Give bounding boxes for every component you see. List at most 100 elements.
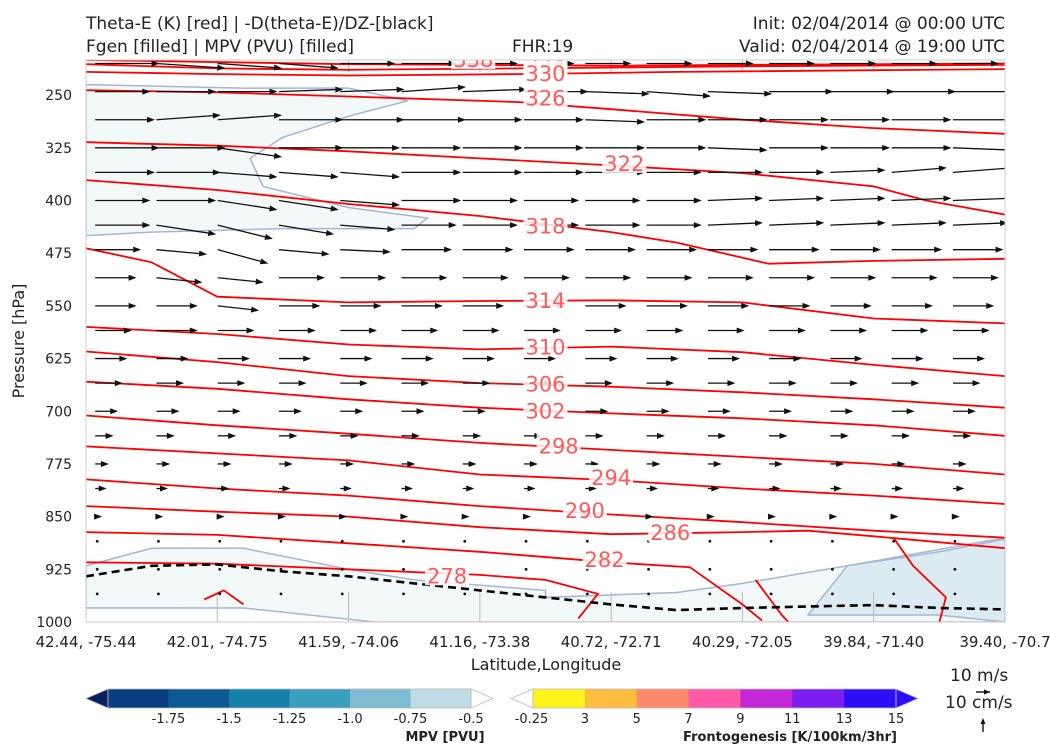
wind-vector-dot: [708, 592, 712, 596]
wind-vector: [769, 195, 825, 202]
wind-vector-head: [529, 460, 538, 467]
wind-vector: [524, 460, 538, 467]
wind-vector-head: [911, 380, 920, 387]
wind-vector-shaft: [707, 222, 760, 226]
wind-vector: [95, 222, 151, 229]
wind-vector: [94, 513, 103, 520]
wind-vector-head: [171, 408, 180, 415]
wind-vector-shaft: [830, 197, 882, 202]
theta-e-contour-segment-16: [892, 537, 947, 622]
wind-vector: [769, 485, 781, 492]
wind-vector-head: [977, 355, 986, 362]
wind-vector-dot: [402, 539, 405, 543]
wind-vector-head: [575, 144, 584, 151]
wind-vector-head: [854, 355, 863, 362]
fgen-colorbar-segment: [688, 689, 741, 708]
wind-vector: [217, 171, 278, 180]
wind-vector: [156, 224, 217, 237]
wind-vector: [340, 485, 352, 492]
wind-vector-head: [355, 408, 364, 415]
wind-vector: [646, 246, 698, 253]
wind-vector-head: [820, 116, 829, 123]
fgen-colorbar-tick-label: 15: [888, 712, 905, 727]
mpv-fill-region-2: [806, 538, 1005, 622]
wind-vector: [953, 592, 957, 596]
wind-vector-head: [1004, 165, 1005, 172]
wind-vector-dot: [463, 592, 467, 596]
wind-vector: [585, 485, 597, 492]
wind-vector: [278, 408, 302, 415]
mpv-colorbar-tick-label: -0.5: [458, 712, 483, 727]
wind-vector: [524, 567, 528, 571]
wind-vector-head: [142, 197, 151, 204]
wind-vector-head: [273, 152, 283, 159]
wind-vector-head: [641, 90, 650, 97]
wind-vector-shaft: [340, 199, 397, 206]
wind-vector: [156, 380, 185, 387]
mpv-colorbar-tick-label: -1.0: [337, 712, 362, 727]
wind-vector: [952, 60, 999, 67]
wind-vector-head: [416, 408, 425, 415]
wind-vector-shaft: [156, 249, 204, 255]
wind-vector-head: [151, 60, 160, 67]
wind-vector-dot: [279, 567, 283, 571]
wind-vector: [585, 246, 636, 253]
wind-vector: [707, 220, 764, 227]
wind-vector-head: [951, 513, 960, 520]
wind-vector-dot: [892, 592, 896, 596]
wind-vector: [461, 513, 470, 520]
wind-vector-dot: [830, 592, 834, 596]
wind-vector-head: [906, 408, 915, 415]
wind-vector: [278, 224, 335, 236]
wind-vector-head: [779, 432, 788, 439]
theta-e-label-bg: [523, 85, 568, 108]
wind-vector: [278, 62, 339, 71]
y-tick-label: 850: [45, 510, 72, 526]
theta-e-label: 310: [525, 335, 565, 359]
wind-vector-head: [1004, 146, 1005, 153]
wind-vector-head: [298, 380, 307, 387]
theta-e-label: 330: [525, 62, 565, 86]
wind-vector: [952, 220, 1005, 227]
axes: 250 325 400 475 550 625 700 775 850 925 1000 42.44,…: [36, 88, 1050, 651]
wind-vector: [524, 485, 536, 492]
wind-vector: [156, 169, 221, 176]
wind-vector: [952, 485, 965, 492]
wind-vector: [953, 539, 957, 543]
wind-vector: [401, 460, 416, 467]
wind-vector-head: [986, 302, 995, 309]
theta-e-label: 318: [525, 214, 565, 238]
wind-vector: [217, 408, 241, 415]
wind-vector-head: [519, 86, 528, 93]
wind-vector: [646, 327, 684, 334]
wind-vector: [830, 567, 834, 571]
mpv-fill-region-0: [86, 83, 430, 237]
wind-vector-head: [180, 355, 189, 362]
wind-vector-head: [849, 380, 858, 387]
wind-vector-head: [303, 355, 312, 362]
wind-vector: [156, 249, 208, 257]
wind-vector: [95, 169, 155, 176]
wind-vector-head: [698, 116, 707, 123]
fgen-colorbar-tick-label: 11: [784, 712, 801, 727]
wind-vector: [952, 116, 1005, 123]
wind-vector: [401, 197, 462, 204]
wind-vector-head: [237, 380, 246, 387]
wind-vector: [707, 60, 754, 67]
wind-vector-head: [972, 380, 981, 387]
wind-vector-head: [217, 64, 226, 71]
wind-vector: [156, 408, 180, 415]
wind-vector: [892, 592, 896, 596]
wind-vector-shaft: [278, 224, 331, 235]
fgen-colorbar-segment: [636, 689, 690, 708]
wind-vector-head: [110, 408, 119, 415]
wind-vector: [95, 327, 132, 334]
wind-vector-head: [477, 408, 486, 415]
theta-e-label: 290: [565, 499, 605, 523]
wind-vector: [707, 90, 773, 97]
theta-e-label-bg: [523, 334, 568, 357]
wind-vector: [524, 592, 528, 596]
wind-vector-head: [123, 327, 132, 334]
wind-vector-head: [212, 169, 221, 176]
wind-vector: [708, 592, 712, 596]
